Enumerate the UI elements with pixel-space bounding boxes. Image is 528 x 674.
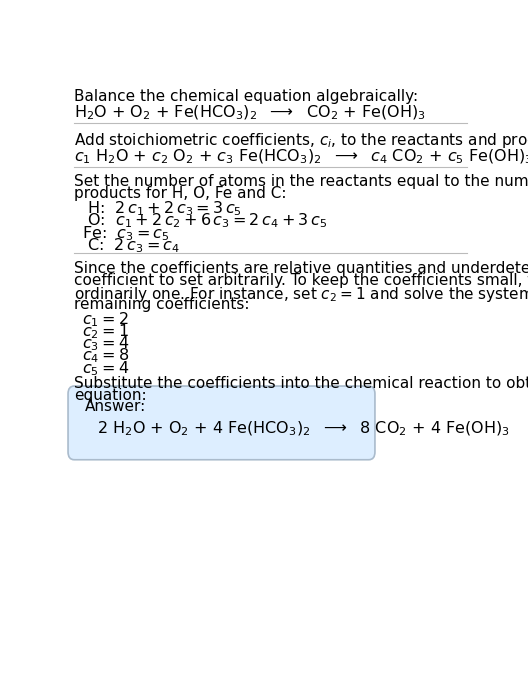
Text: 2 H$_2$O + O$_2$ + 4 Fe(HCO$_3$)$_2$  $\longrightarrow$  8 CO$_2$ + 4 Fe(OH)$_3$: 2 H$_2$O + O$_2$ + 4 Fe(HCO$_3$)$_2$ $\l…: [97, 420, 510, 438]
Text: Set the number of atoms in the reactants equal to the number of atoms in the: Set the number of atoms in the reactants…: [74, 175, 528, 189]
Text: remaining coefficients:: remaining coefficients:: [74, 297, 250, 312]
Text: equation:: equation:: [74, 388, 147, 402]
Text: Substitute the coefficients into the chemical reaction to obtain the balanced: Substitute the coefficients into the che…: [74, 375, 528, 391]
Text: H$_2$O + O$_2$ + Fe(HCO$_3$)$_2$  $\longrightarrow$  CO$_2$ + Fe(OH)$_3$: H$_2$O + O$_2$ + Fe(HCO$_3$)$_2$ $\longr…: [74, 104, 426, 122]
Text: ordinarily one. For instance, set $c_2 = 1$ and solve the system of equations fo: ordinarily one. For instance, set $c_2 =…: [74, 285, 528, 304]
Text: products for H, O, Fe and C:: products for H, O, Fe and C:: [74, 186, 287, 202]
Text: O:  $c_1 + 2\,c_2 + 6\,c_3 = 2\,c_4 + 3\,c_5$: O: $c_1 + 2\,c_2 + 6\,c_3 = 2\,c_4 + 3\,…: [82, 212, 327, 231]
Text: Add stoichiometric coefficients, $c_i$, to the reactants and products:: Add stoichiometric coefficients, $c_i$, …: [74, 131, 528, 150]
FancyBboxPatch shape: [68, 386, 375, 460]
Text: $c_4 = 8$: $c_4 = 8$: [82, 346, 129, 365]
Text: $c_2 = 1$: $c_2 = 1$: [82, 322, 129, 341]
Text: $c_1 = 2$: $c_1 = 2$: [82, 310, 129, 329]
Text: C:  $2\,c_3 = c_4$: C: $2\,c_3 = c_4$: [82, 237, 180, 255]
Text: Answer:: Answer:: [84, 399, 146, 414]
Text: H:  $2\,c_1 + 2\,c_3 = 3\,c_5$: H: $2\,c_1 + 2\,c_3 = 3\,c_5$: [82, 200, 242, 218]
Text: Balance the chemical equation algebraically:: Balance the chemical equation algebraica…: [74, 89, 418, 104]
Text: $c_3 = 4$: $c_3 = 4$: [82, 335, 129, 353]
Text: coefficient to set arbitrarily. To keep the coefficients small, the arbitrary va: coefficient to set arbitrarily. To keep …: [74, 273, 528, 288]
Text: Fe:  $c_3 = c_5$: Fe: $c_3 = c_5$: [82, 224, 170, 243]
Text: Since the coefficients are relative quantities and underdetermined, choose a: Since the coefficients are relative quan…: [74, 261, 528, 276]
Text: $c_1$ H$_2$O + $c_2$ O$_2$ + $c_3$ Fe(HCO$_3$)$_2$  $\longrightarrow$  $c_4$ CO$: $c_1$ H$_2$O + $c_2$ O$_2$ + $c_3$ Fe(HC…: [74, 148, 528, 166]
Text: $c_5 = 4$: $c_5 = 4$: [82, 359, 129, 377]
